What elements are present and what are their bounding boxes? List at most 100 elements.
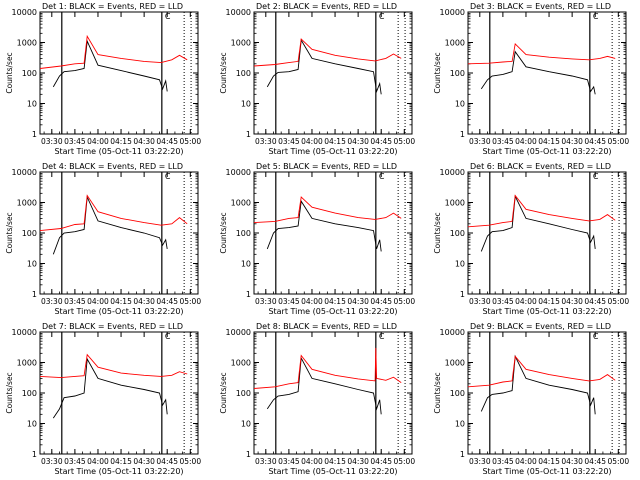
- x-tick-label: 04:45: [156, 457, 178, 466]
- x-tick-label: 04:30: [561, 457, 583, 466]
- x-tick-label: 04:45: [584, 137, 606, 146]
- x-tick-label: 05:00: [179, 297, 201, 306]
- x-tick-label: 04:45: [370, 457, 392, 466]
- x-axis-label: Start Time (05-Oct-11 03:22:20): [54, 307, 183, 316]
- x-tick-label: 03:45: [64, 457, 86, 466]
- y-tick-label: 1000: [445, 359, 465, 368]
- x-tick-label: 04:45: [156, 297, 178, 306]
- x-tick-label: 03:30: [469, 297, 491, 306]
- y-tick-label: 10000: [440, 168, 465, 177]
- x-tick-label: 03:30: [255, 297, 277, 306]
- y-tick-label: 10: [27, 260, 37, 269]
- marker-label: C: [593, 332, 599, 341]
- y-tick-label: 100: [236, 69, 251, 78]
- lld-series-line: [467, 194, 616, 228]
- y-tick-label: 1000: [17, 39, 37, 48]
- events-series-line: [266, 356, 382, 415]
- y-tick-label: 10000: [440, 8, 465, 17]
- plot-frame: [39, 11, 199, 135]
- lld-series-line: [39, 34, 188, 69]
- x-tick-label: 04:30: [561, 137, 583, 146]
- x-axis-label: Start Time (05-Oct-11 03:22:20): [268, 147, 397, 156]
- y-tick-label: 10000: [12, 328, 37, 337]
- x-tick-label: 03:45: [278, 297, 300, 306]
- plot-frame: [467, 11, 627, 135]
- lld-series-line: [39, 194, 188, 232]
- y-tick-label: 10000: [226, 8, 251, 17]
- y-tick-label: 100: [450, 389, 465, 398]
- x-tick-label: 04:00: [87, 297, 109, 306]
- y-tick-label: 10000: [226, 328, 251, 337]
- y-tick-label: 1: [246, 450, 251, 459]
- x-tick-label: 05:00: [393, 457, 415, 466]
- x-tick-label: 05:00: [393, 297, 415, 306]
- marker-label: C: [165, 332, 171, 341]
- y-tick-label: 1000: [17, 359, 37, 368]
- y-tick-label: 100: [236, 229, 251, 238]
- y-tick-label: 1: [246, 290, 251, 299]
- y-axis-label: Counts/sec: [433, 372, 442, 413]
- panel-title: Det 5: BLACK = Events, RED = LLD: [256, 162, 397, 171]
- x-tick-label: 03:30: [469, 457, 491, 466]
- events-series-line: [52, 195, 168, 255]
- lld-series-line: [39, 353, 188, 379]
- y-tick-label: 100: [450, 229, 465, 238]
- x-tick-label: 03:45: [492, 457, 514, 466]
- y-tick-label: 100: [450, 69, 465, 78]
- x-tick-label: 03:30: [41, 137, 63, 146]
- plot-frame: [253, 331, 413, 455]
- x-tick-label: 04:00: [515, 137, 537, 146]
- x-axis-label: Start Time (05-Oct-11 03:22:20): [268, 307, 397, 316]
- x-tick-label: 05:00: [607, 137, 629, 146]
- y-tick-label: 1000: [445, 199, 465, 208]
- plot-frame: [467, 331, 627, 455]
- x-tick-label: 04:45: [584, 457, 606, 466]
- detector-panel-9: 1 10 100 1000 10000 03:30 03:45 04:00 04:15 04:30…: [433, 322, 629, 476]
- y-tick-label: 100: [22, 229, 37, 238]
- x-tick-label: 04:15: [324, 137, 346, 146]
- lld-series-line: [253, 347, 402, 389]
- y-tick-label: 10000: [440, 328, 465, 337]
- x-tick-label: 04:30: [561, 297, 583, 306]
- y-axis-label: Counts/sec: [5, 52, 14, 93]
- x-tick-label: 04:30: [347, 457, 369, 466]
- x-tick-label: 03:30: [255, 457, 277, 466]
- detector-panel-2: 1 10 100 1000 10000 03:30 03:45 04:00 04:15 04:30…: [219, 2, 415, 156]
- x-tick-label: 03:45: [64, 297, 86, 306]
- x-tick-label: 04:15: [538, 137, 560, 146]
- y-tick-label: 1: [32, 290, 37, 299]
- lld-series-line: [253, 196, 402, 224]
- panel-title: Det 7: BLACK = Events, RED = LLD: [42, 322, 183, 331]
- events-series-line: [52, 357, 168, 419]
- y-tick-label: 10000: [12, 8, 37, 17]
- y-axis-label: Counts/sec: [219, 52, 228, 93]
- y-tick-label: 100: [22, 389, 37, 398]
- lld-series-line: [467, 42, 616, 65]
- x-tick-label: 03:30: [41, 457, 63, 466]
- x-tick-label: 04:45: [370, 137, 392, 146]
- y-tick-label: 1: [460, 290, 465, 299]
- x-tick-label: 04:00: [87, 457, 109, 466]
- x-tick-label: 04:00: [301, 297, 323, 306]
- y-tick-label: 1: [32, 450, 37, 459]
- y-tick-label: 1: [460, 450, 465, 459]
- plot-frame: [39, 331, 199, 455]
- x-axis-label: Start Time (05-Oct-11 03:22:20): [268, 467, 397, 476]
- x-tick-label: 04:15: [110, 137, 132, 146]
- x-tick-label: 04:00: [515, 297, 537, 306]
- marker-label: C: [593, 172, 599, 181]
- y-tick-label: 1000: [231, 39, 251, 48]
- marker-label: C: [379, 12, 385, 21]
- y-axis-label: Counts/sec: [433, 52, 442, 93]
- plot-frame: [253, 171, 413, 295]
- y-tick-label: 1000: [231, 199, 251, 208]
- detector-panel-3: 1 10 100 1000 10000 03:30 03:45 04:00 04:15 04:30…: [433, 2, 629, 156]
- x-tick-label: 03:45: [278, 457, 300, 466]
- marker-label: C: [379, 172, 385, 181]
- events-series-line: [480, 354, 596, 415]
- panel-title: Det 4: BLACK = Events, RED = LLD: [42, 162, 183, 171]
- x-tick-label: 04:15: [110, 457, 132, 466]
- x-tick-label: 04:00: [515, 457, 537, 466]
- y-axis-label: Counts/sec: [433, 212, 442, 253]
- panel-title: Det 8: BLACK = Events, RED = LLD: [256, 322, 397, 331]
